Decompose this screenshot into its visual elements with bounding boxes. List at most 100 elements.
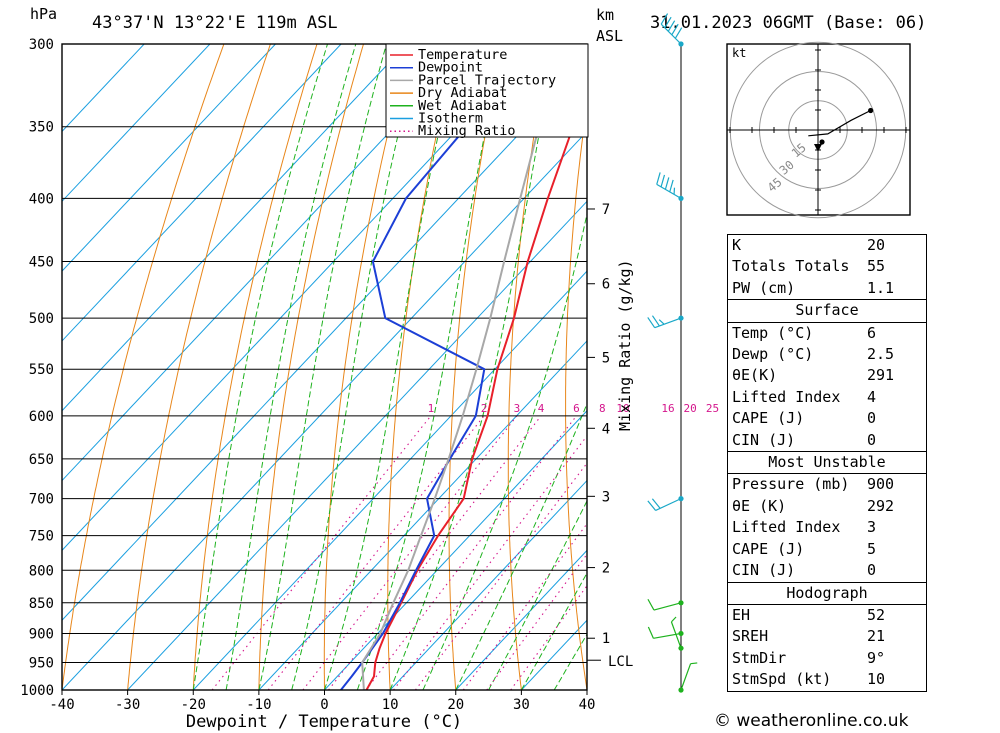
temperature-tick-label: -20 bbox=[181, 697, 206, 713]
height-tick-label: 3 bbox=[602, 489, 610, 505]
height-tick-label: 2 bbox=[602, 561, 610, 577]
index-row: StmDir 9° bbox=[727, 647, 927, 670]
index-label: EH bbox=[727, 603, 863, 627]
wind-level-dot bbox=[678, 645, 684, 651]
wet-adiabat-line bbox=[488, 499, 587, 690]
pressure-tick-label: 500 bbox=[29, 311, 54, 327]
wet-adiabat-line bbox=[291, 44, 421, 690]
wet-adiabat-line bbox=[192, 44, 328, 690]
wind-level-dot bbox=[678, 687, 684, 693]
isotherm-line bbox=[62, 60, 587, 621]
isotherm-line bbox=[62, 44, 473, 482]
wind-barb-flag bbox=[674, 27, 683, 39]
hodograph-section-title: Hodograph bbox=[727, 581, 927, 605]
temperature-tick-label: -30 bbox=[115, 697, 140, 713]
pressure-tick-label: 750 bbox=[29, 529, 54, 545]
index-label: CIN (J) bbox=[727, 560, 863, 583]
height-tick-label: 6 bbox=[602, 277, 610, 293]
wet-adiabat-line bbox=[258, 44, 387, 690]
isotherm-line bbox=[324, 409, 587, 690]
dry-adiabat-line bbox=[62, 44, 225, 690]
wind-barbs bbox=[647, 13, 698, 693]
temperature-tick-label: -10 bbox=[246, 697, 271, 713]
wind-barb-flag bbox=[669, 179, 674, 193]
wind-barb-flag bbox=[667, 20, 676, 32]
wind-barb-flag bbox=[670, 616, 677, 623]
wind-level-dot bbox=[678, 315, 684, 321]
surface-section-title: Surface bbox=[727, 299, 927, 323]
index-label: θE(K) bbox=[727, 365, 863, 387]
location-title: 43°37'N 13°22'E 119m ASL bbox=[92, 13, 338, 33]
wind-barb-staff bbox=[670, 621, 682, 649]
legend-label: Parcel Trajectory bbox=[418, 72, 556, 88]
index-value: 4 bbox=[863, 386, 927, 409]
index-value: 9° bbox=[863, 647, 927, 670]
wind-barb-flag bbox=[660, 13, 669, 25]
dry-adiabat-line bbox=[507, 44, 551, 690]
index-label: CAPE (J) bbox=[727, 408, 863, 430]
index-value: 20 bbox=[863, 234, 927, 257]
date-title: 31.01.2023 06GMT (Base: 06) bbox=[650, 13, 926, 33]
mixing-ratio-label: 25 bbox=[706, 402, 719, 415]
index-row: CIN (J) 0 bbox=[727, 429, 927, 453]
isotherm-line bbox=[127, 200, 587, 690]
dry-adiabat-line bbox=[323, 44, 411, 690]
isotherm-line bbox=[62, 44, 211, 203]
wind-barb-flag bbox=[660, 174, 666, 188]
dry-adiabat-line bbox=[192, 44, 318, 690]
index-value: 6 bbox=[863, 321, 927, 345]
pressure-tick-label: 900 bbox=[29, 626, 54, 642]
section-title: Hodograph bbox=[727, 581, 927, 605]
index-label: CIN (J) bbox=[727, 429, 863, 453]
wind-barb-flag bbox=[664, 177, 670, 190]
pressure-tick-label: 400 bbox=[29, 191, 54, 207]
dry-adiabat-line bbox=[968, 35, 1000, 690]
isotherm-line bbox=[62, 130, 587, 690]
isotherm-line bbox=[62, 44, 276, 272]
mixing-ratio-label: 1 bbox=[428, 402, 435, 415]
wind-level-dot bbox=[678, 630, 684, 637]
isotherm-line bbox=[455, 549, 587, 690]
wind-barb-flag bbox=[658, 319, 665, 325]
hodograph-dot bbox=[819, 139, 825, 145]
pressure-tick-label: 850 bbox=[29, 596, 54, 612]
index-row: CAPE (J) 0 bbox=[727, 408, 927, 430]
lcl-label: LCL bbox=[608, 654, 633, 670]
legend-label: Mixing Ratio bbox=[418, 123, 516, 139]
index-value: 291 bbox=[863, 365, 927, 387]
wind-level-dot bbox=[678, 41, 684, 47]
section-title: Most Unstable bbox=[727, 451, 927, 475]
hodograph-unit: kt bbox=[732, 46, 746, 60]
wind-barb-flag bbox=[651, 315, 660, 327]
index-label: K bbox=[727, 234, 863, 257]
index-row: CIN (J) 0 bbox=[727, 560, 927, 583]
wind-barb-staff bbox=[655, 498, 682, 512]
index-value: 55 bbox=[863, 256, 927, 278]
index-value: 292 bbox=[863, 495, 927, 518]
mixing-ratio-label: 2 bbox=[481, 402, 488, 415]
x-axis-label: Dewpoint / Temperature (°C) bbox=[186, 712, 462, 732]
index-label: CAPE (J) bbox=[727, 538, 863, 561]
index-row: K 20 bbox=[727, 234, 927, 257]
index-label: Totals Totals bbox=[727, 256, 863, 278]
index-value: 0 bbox=[863, 408, 927, 430]
index-value: 5 bbox=[863, 538, 927, 561]
pressure-tick-label: 650 bbox=[29, 452, 54, 468]
mixing-ratio-label: 10 bbox=[616, 402, 629, 415]
wind-barb-staff bbox=[680, 663, 692, 691]
index-row: Pressure (mb) 900 bbox=[727, 473, 927, 496]
temperature-tick-label: 30 bbox=[513, 697, 530, 713]
mixing-ratio-labels: 1 2 3 4 6 8 10 16 20 25 bbox=[428, 402, 720, 415]
index-row: CAPE (J) 5 bbox=[727, 538, 927, 561]
wind-barb-staff bbox=[656, 183, 682, 199]
dry-adiabat-line bbox=[922, 35, 1000, 690]
legend-label: Dry Adiabat bbox=[418, 85, 507, 101]
temperature-tick-label: 10 bbox=[382, 697, 399, 713]
axes-labels: 3003504004505005506006507007508008509009… bbox=[20, 37, 633, 713]
storm-motion-marker bbox=[814, 144, 822, 152]
pressure-tick-label: 550 bbox=[29, 362, 54, 378]
wind-barb-flag bbox=[690, 662, 698, 665]
mixing-ratio-line bbox=[328, 415, 542, 690]
most-unstable-section-title: Most Unstable bbox=[727, 451, 927, 475]
